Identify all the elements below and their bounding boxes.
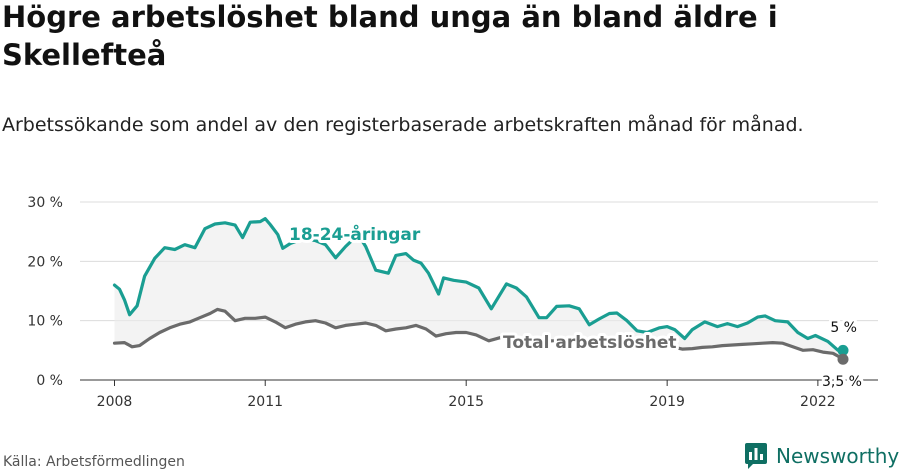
x-tick-label: 2011 <box>247 394 283 410</box>
x-tick-label: 2008 <box>97 394 133 410</box>
y-tick-label: 0 % <box>36 373 63 389</box>
end-label-youth: 5 %5 % <box>827 317 860 339</box>
series-lines <box>112 217 849 365</box>
end-label-total: 3,5 %3,5 % <box>819 371 865 393</box>
y-tick-label: 30 % <box>27 195 63 211</box>
brand-name: Newsworthy <box>776 444 900 468</box>
svg-text:Total arbetslöshet: Total arbetslöshet <box>503 333 677 353</box>
x-axis: 2008 2011 2015 2019 2022 <box>97 380 836 410</box>
x-tick-label: 2015 <box>448 394 484 410</box>
x-tick-label: 2022 <box>800 394 836 410</box>
chart-subtitle: Arbetssökande som andel av den registerb… <box>2 114 804 136</box>
svg-text:3,5 %: 3,5 % <box>822 374 862 390</box>
series-line-total <box>112 307 845 361</box>
end-point-total <box>837 353 849 365</box>
svg-text:5 %: 5 % <box>830 320 857 336</box>
svg-text:3,5 %: 3,5 % <box>822 374 862 390</box>
source-note: Källa: Arbetsförmedlingen <box>3 454 185 470</box>
bar-chart-logo-icon <box>745 443 767 469</box>
line-chart: 2008 2011 2015 2019 2022 0 % 10 % 20 % 30 % 18-… <box>27 195 878 410</box>
y-axis: 0 % 10 % 20 % 30 % <box>27 195 63 389</box>
brand[interactable]: Newsworthy <box>744 441 899 471</box>
series-line-youth <box>112 217 845 352</box>
svg-text:18-24-åringar: 18-24-åringar <box>289 223 421 245</box>
svg-text:Total arbetslöshet: Total arbetslöshet <box>503 333 677 353</box>
x-tick-label: 2019 <box>649 394 685 410</box>
svg-text:5 %: 5 % <box>830 320 857 336</box>
end-point-youth <box>837 344 849 356</box>
svg-text:18-24-åringar: 18-24-åringar <box>289 223 421 245</box>
y-tick-label: 20 % <box>27 254 63 270</box>
chart-title: Högre arbetslöshet bland unga än bland ä… <box>2 0 778 72</box>
y-tick-label: 10 % <box>27 314 63 330</box>
